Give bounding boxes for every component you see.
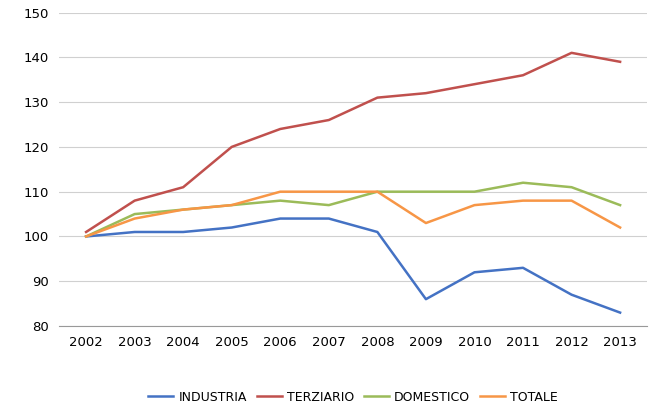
TOTALE [131,216,139,221]
TERZIARIO [82,229,90,234]
DOMESTICO [616,203,624,208]
DOMESTICO [228,203,236,208]
DOMESTICO [519,180,527,185]
TERZIARIO [277,127,284,132]
TERZIARIO [616,59,624,64]
INDUSTRIA [374,229,381,234]
TERZIARIO [471,82,478,87]
INDUSTRIA [519,265,527,270]
INDUSTRIA [228,225,236,230]
INDUSTRIA [471,270,478,275]
TOTALE [82,234,90,239]
INDUSTRIA [325,216,333,221]
DOMESTICO [422,189,430,194]
TOTALE [616,225,624,230]
TOTALE [228,203,236,208]
DOMESTICO [180,207,187,212]
DOMESTICO [131,212,139,217]
TOTALE [180,207,187,212]
DOMESTICO [277,198,284,203]
INDUSTRIA [568,292,576,297]
DOMESTICO [374,189,381,194]
INDUSTRIA [131,229,139,234]
DOMESTICO [568,185,576,190]
TOTALE [471,203,478,208]
INDUSTRIA [180,229,187,234]
TERZIARIO [131,198,139,203]
INDUSTRIA [277,216,284,221]
TOTALE [325,189,333,194]
TERZIARIO [422,91,430,96]
TOTALE [277,189,284,194]
Line: TERZIARIO: TERZIARIO [86,53,620,232]
Legend: INDUSTRIA, TERZIARIO, DOMESTICO, TOTALE: INDUSTRIA, TERZIARIO, DOMESTICO, TOTALE [143,385,563,408]
Line: TOTALE: TOTALE [86,192,620,237]
TERZIARIO [568,50,576,55]
TOTALE [568,198,576,203]
DOMESTICO [325,203,333,208]
INDUSTRIA [82,234,90,239]
INDUSTRIA [422,297,430,302]
TERZIARIO [374,95,381,100]
TERZIARIO [325,117,333,122]
TOTALE [519,198,527,203]
INDUSTRIA [616,310,624,315]
DOMESTICO [471,189,478,194]
TERZIARIO [228,144,236,149]
Line: DOMESTICO: DOMESTICO [86,183,620,237]
TOTALE [374,189,381,194]
TOTALE [422,221,430,226]
DOMESTICO [82,234,90,239]
Line: INDUSTRIA: INDUSTRIA [86,219,620,313]
TERZIARIO [180,185,187,190]
TERZIARIO [519,73,527,78]
